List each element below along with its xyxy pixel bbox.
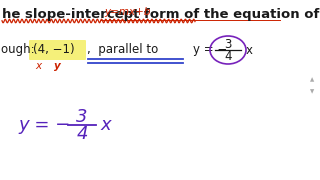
Text: x: x [100,116,111,134]
Text: 3: 3 [224,37,232,51]
Text: ▼: ▼ [310,89,314,94]
Text: 4: 4 [224,50,232,62]
FancyBboxPatch shape [29,40,86,60]
Text: y = −: y = − [193,44,227,57]
Text: he slope-intercept form of the equation of th: he slope-intercept form of the equation … [2,8,320,21]
Text: x: x [246,44,253,57]
Text: (4, −1): (4, −1) [33,44,75,57]
Text: ,  parallel to: , parallel to [87,44,166,57]
Text: 4: 4 [76,125,88,143]
Text: 3: 3 [76,108,88,126]
Text: ▲: ▲ [310,78,314,82]
Text: ough:: ough: [1,44,38,57]
Text: y = −: y = − [18,116,70,134]
Text: x: x [35,61,41,71]
Text: y=mx+b: y=mx+b [104,7,150,17]
Text: y: y [54,61,60,71]
